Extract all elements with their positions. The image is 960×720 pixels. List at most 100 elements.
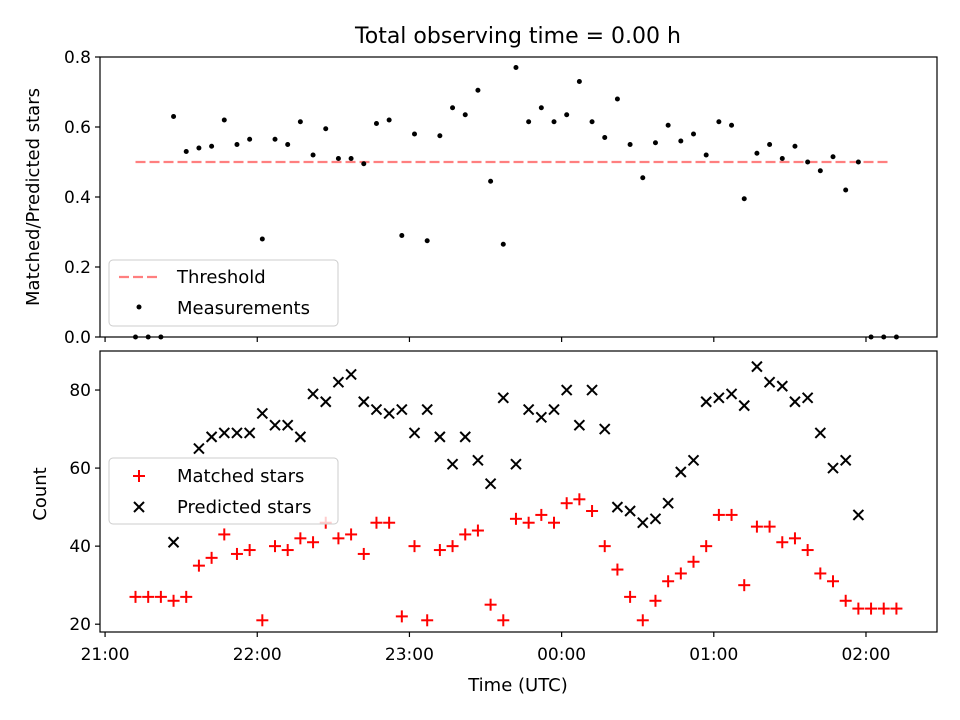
matched-stars-legend-label: Matched stars xyxy=(177,466,304,487)
matched-star-marker xyxy=(560,497,573,510)
measurement-point xyxy=(614,96,620,102)
x-tick-label: 21:00 xyxy=(81,645,130,665)
matched-star-marker xyxy=(776,536,789,549)
x-tick-label: 01:00 xyxy=(689,645,738,665)
predicted-star-marker xyxy=(738,399,750,412)
measurement-point xyxy=(564,112,570,118)
predicted-star-marker xyxy=(243,427,256,439)
predicted-star-marker xyxy=(548,403,560,416)
matched-star-marker xyxy=(446,540,459,553)
matched-star-marker xyxy=(230,547,243,560)
measurement-point xyxy=(678,138,684,144)
measurement-point xyxy=(437,133,443,139)
measurement-point xyxy=(183,149,189,154)
measurement-point xyxy=(703,152,709,158)
matched-star-marker xyxy=(865,602,878,615)
matched-star-marker xyxy=(307,536,320,549)
matched-star-marker xyxy=(877,602,890,615)
predicted-star-marker xyxy=(599,423,611,435)
predicted-star-marker xyxy=(294,431,307,443)
predicted-star-marker xyxy=(763,376,776,388)
measurement-point xyxy=(450,105,456,111)
matched-star-marker xyxy=(370,516,383,529)
matched-star-marker xyxy=(142,590,155,603)
measurement-point xyxy=(412,131,418,137)
ratio-y-axis-label: Matched/Predicted stars xyxy=(23,88,44,306)
matched-star-marker xyxy=(827,575,840,588)
measurement-point xyxy=(361,161,367,167)
x-tick-label: 00:00 xyxy=(537,645,586,665)
predicted-star-marker xyxy=(611,501,624,513)
matched-star-marker xyxy=(281,544,294,557)
predicted-star-marker xyxy=(358,396,370,408)
panel-1-frame xyxy=(99,350,938,633)
predicted-star-marker xyxy=(649,513,662,525)
count-x-axis: 21:00 22:00 23:00 00:00 01:00 02:00 xyxy=(81,632,890,665)
ratio-x-axis xyxy=(104,337,867,342)
predicted-star-marker xyxy=(624,505,636,517)
measurement-point xyxy=(792,143,798,149)
predicted-star-marker xyxy=(434,431,446,443)
measurement-point xyxy=(297,119,303,125)
matched-star-marker xyxy=(611,563,624,576)
predicted-star-marker xyxy=(497,392,509,404)
matched-star-marker xyxy=(573,493,586,506)
matched-star-marker xyxy=(357,547,370,560)
measurement-point xyxy=(462,112,468,118)
measurement-point xyxy=(805,159,811,165)
matched-star-marker xyxy=(712,508,725,521)
predicted-star-marker xyxy=(193,442,205,455)
matched-star-marker xyxy=(662,575,675,588)
predicted-star-marker xyxy=(256,407,269,420)
matched-star-marker xyxy=(814,567,827,580)
matched-star-marker xyxy=(586,505,599,518)
measurement-point xyxy=(893,334,899,340)
predicted-star-marker xyxy=(396,403,408,416)
predicted-star-marker xyxy=(789,396,801,408)
measurement-point xyxy=(424,238,430,244)
predicted-stars-legend-icon xyxy=(133,501,145,513)
predicted-star-marker xyxy=(269,419,281,431)
count-plot-area xyxy=(99,350,938,633)
matched-star-marker xyxy=(294,532,307,545)
matched-star-marker xyxy=(154,590,167,603)
measurement-point xyxy=(843,187,849,193)
matched-star-marker xyxy=(890,602,903,615)
matched-star-marker xyxy=(332,532,345,545)
measurement-point xyxy=(323,126,329,132)
measurements-legend-label: Measurements xyxy=(177,298,310,319)
y-tick-label: 0.0 xyxy=(64,328,91,348)
y-tick-label: 0.8 xyxy=(64,48,91,68)
predicted-star-marker xyxy=(662,497,674,509)
predicted-star-marker xyxy=(725,388,738,400)
measurement-point xyxy=(830,154,836,160)
x-tick-label: 23:00 xyxy=(385,645,434,665)
matched-star-marker xyxy=(167,594,180,607)
measurement-point xyxy=(538,105,544,111)
measurement-point xyxy=(488,178,494,184)
predicted-star-marker xyxy=(332,376,345,388)
count-y-axis: 20 40 60 80 xyxy=(69,381,100,635)
measurement-point xyxy=(729,122,735,128)
measurement-point xyxy=(133,334,139,340)
matched-star-marker xyxy=(269,540,282,553)
chart-title: Total observing time = 0.00 h xyxy=(354,24,681,49)
measurement-points xyxy=(133,65,899,340)
predicted-star-marker xyxy=(713,392,725,404)
matched-star-marker xyxy=(700,540,713,553)
predicted-star-marker xyxy=(751,360,763,373)
predicted-star-marker xyxy=(801,392,814,404)
measurement-point xyxy=(881,334,887,340)
measurement-point xyxy=(627,142,633,147)
measurement-point xyxy=(741,196,747,202)
predicted-stars-points xyxy=(167,360,865,548)
measurement-point xyxy=(285,142,291,147)
matched-star-marker xyxy=(421,614,434,627)
ratio-legend-box xyxy=(108,259,339,327)
measurement-point xyxy=(158,334,164,340)
measurement-point xyxy=(399,233,405,238)
measurement-point xyxy=(145,334,151,340)
y-tick-label: 40 xyxy=(69,537,91,557)
matched-star-marker xyxy=(750,520,763,533)
x-axis-label: Time (UTC) xyxy=(467,675,568,696)
